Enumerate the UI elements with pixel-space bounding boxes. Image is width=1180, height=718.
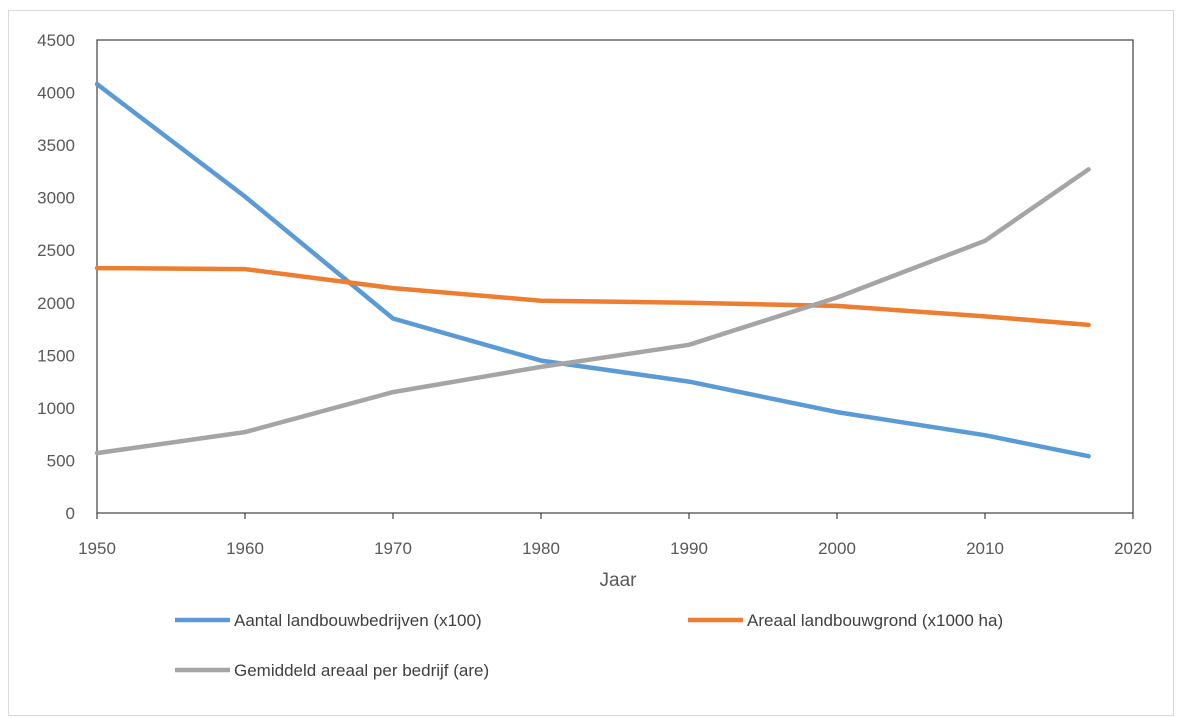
x-tick-label: 2010: [966, 539, 1004, 558]
x-tick-label: 1960: [226, 539, 264, 558]
x-axis-tick-labels: 1950 1960 1970 1980 1990 2000 2010 2020: [78, 513, 1152, 558]
legend-label: Areaal landbouwgrond (x1000 ha): [747, 611, 1003, 630]
x-tick-label: 1970: [374, 539, 412, 558]
y-tick-label: 1500: [37, 346, 75, 365]
series-line-1: [94, 81, 1091, 459]
legend: Aantal landbouwbedrijven (x100) Areaal la…: [175, 611, 1003, 680]
y-tick-label: 2500: [37, 241, 75, 260]
x-tick-label: 1990: [670, 539, 708, 558]
series-line-3: [94, 167, 1091, 456]
y-tick-label: 0: [66, 504, 75, 523]
series-lines: [94, 81, 1091, 459]
legend-label: Gemiddeld areaal per bedrijf (are): [234, 661, 489, 680]
chart-frame: [8, 10, 1174, 716]
legend-label: Aantal landbouwbedrijven (x100): [234, 611, 482, 630]
y-axis-tick-labels: 0 500 1000 1500 2000 2500 3000 3500 4000 4500: [37, 31, 75, 523]
y-tick-label: 1000: [37, 399, 75, 418]
x-tick-label: 1980: [522, 539, 560, 558]
plot-area: [96, 39, 1134, 514]
y-tick-label: 2000: [37, 294, 75, 313]
series-line-2: [94, 265, 1091, 328]
y-tick-label: 4500: [37, 31, 75, 50]
y-tick-label: 500: [47, 451, 75, 470]
y-tick-label: 4000: [37, 84, 75, 103]
x-tick-label: 2000: [818, 539, 856, 558]
x-tick-label: 1950: [78, 539, 116, 558]
y-tick-label: 3000: [37, 189, 75, 208]
plot-border: [96, 39, 1134, 514]
x-tick-label: 2020: [1114, 539, 1152, 558]
y-tick-label: 3500: [37, 136, 75, 155]
x-axis-title: Jaar: [600, 570, 638, 591]
